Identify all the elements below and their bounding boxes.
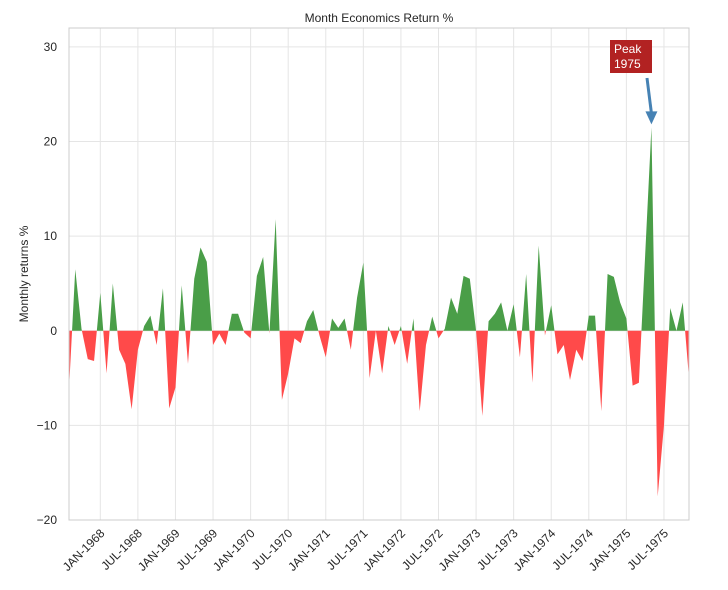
y-tick-label: 30 [44,40,58,54]
y-tick-label: 20 [44,135,58,149]
chart-title: Month Economics Return % [305,11,454,25]
annotation-text-line2: 1975 [614,57,641,71]
y-tick-label: 10 [44,229,58,243]
arrow-icon [645,77,653,114]
y-tick-label: −10 [37,418,58,432]
annotation-text-line1: Peak [614,42,642,56]
grid-lines [69,28,689,521]
y-axis-label: Monthly returns % [17,225,31,322]
negative-returns-area [69,330,689,497]
y-tick-label: 0 [50,324,57,338]
peak-annotation: Peak 1975 [610,40,658,125]
data-area [69,127,689,497]
annotation-box [610,40,652,73]
arrow-head-icon [645,111,658,125]
plot-frame [68,27,690,521]
y-tick-label: −20 [37,513,58,527]
y-axis-ticks: 30 20 10 0 −10 −20 [37,40,58,527]
